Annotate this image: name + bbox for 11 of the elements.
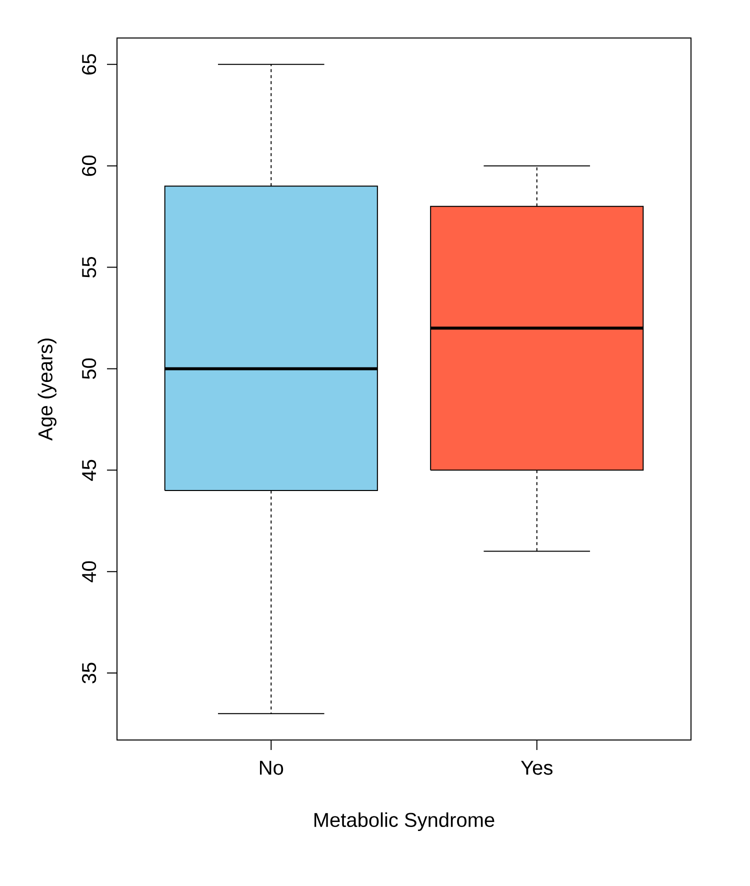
x-axis-title: Metabolic Syndrome <box>314 812 494 832</box>
y-tick-label: 45 <box>82 460 96 481</box>
x-tick-label: No <box>260 760 284 775</box>
y-tick-label: 55 <box>82 256 96 278</box>
y-tick-label: 50 <box>82 358 96 380</box>
y-tick-label: 65 <box>82 54 96 74</box>
y-tick-label: 35 <box>82 662 96 684</box>
y-axis-title: Age (years) <box>38 338 56 441</box>
x-tick-label: Yes <box>520 760 552 775</box>
y-tick-label: 40 <box>82 561 96 582</box>
y-tick-label: 60 <box>82 155 96 176</box>
